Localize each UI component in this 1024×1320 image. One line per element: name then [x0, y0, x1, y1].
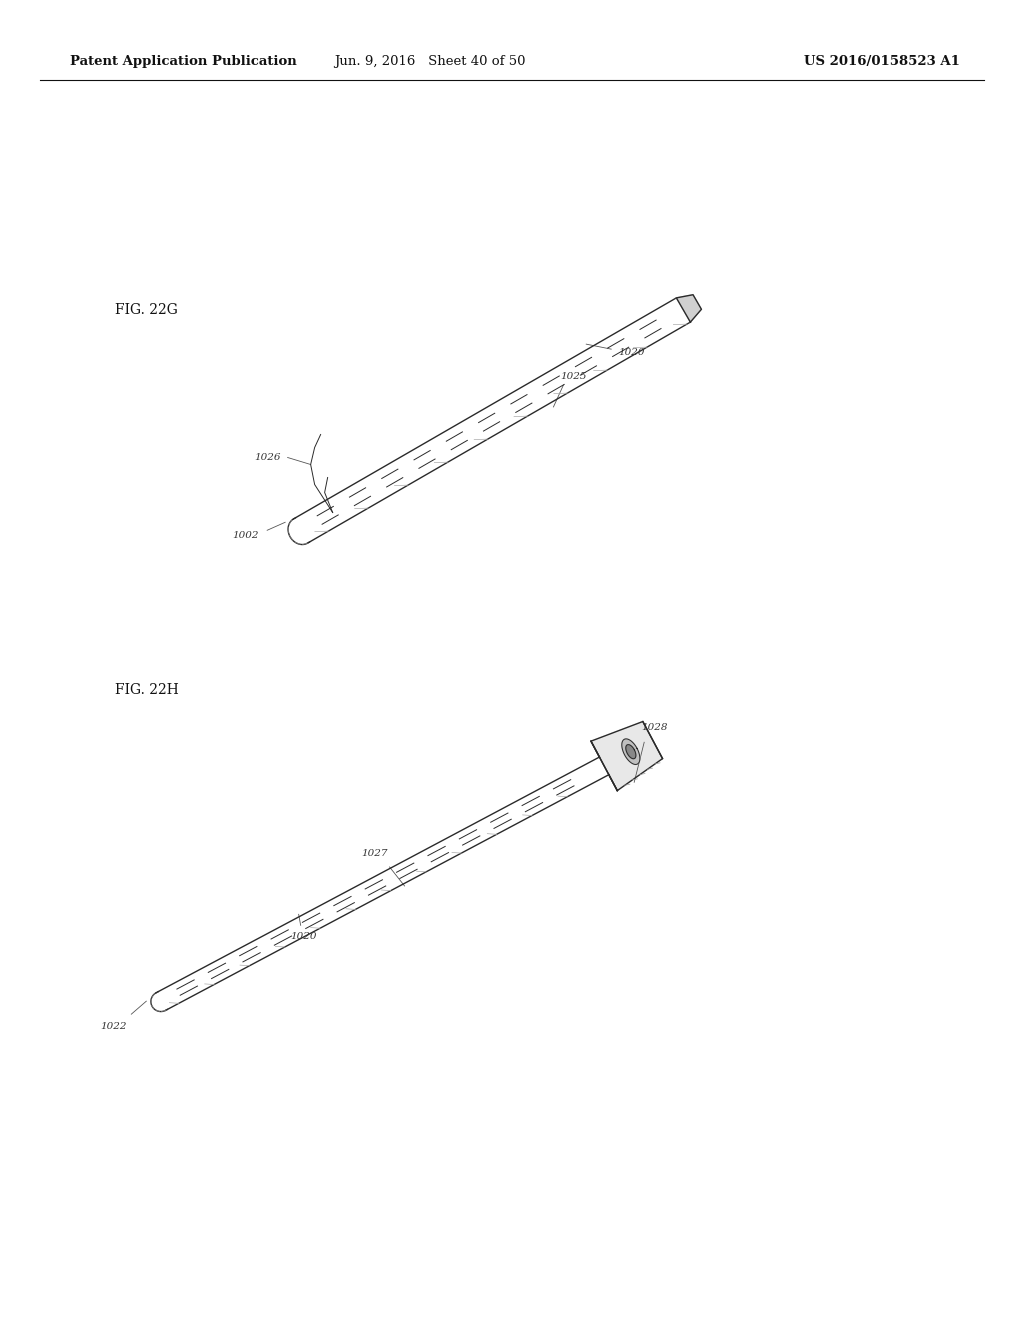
Text: Jun. 9, 2016   Sheet 40 of 50: Jun. 9, 2016 Sheet 40 of 50	[334, 55, 525, 69]
Polygon shape	[626, 744, 636, 759]
Polygon shape	[677, 294, 701, 322]
Text: 1022: 1022	[100, 1022, 127, 1031]
Polygon shape	[591, 722, 663, 791]
Text: 1026: 1026	[254, 453, 281, 462]
Text: 1025: 1025	[560, 372, 587, 381]
Text: 1020: 1020	[291, 932, 316, 941]
Text: US 2016/0158523 A1: US 2016/0158523 A1	[804, 55, 961, 69]
Text: FIG. 22G: FIG. 22G	[115, 304, 178, 317]
Text: 1027: 1027	[361, 850, 388, 858]
Text: 1020: 1020	[617, 347, 644, 356]
Polygon shape	[622, 739, 640, 764]
Text: FIG. 22H: FIG. 22H	[115, 682, 179, 697]
Text: 1002: 1002	[231, 531, 258, 540]
Text: 1028: 1028	[641, 723, 668, 731]
Text: Patent Application Publication: Patent Application Publication	[70, 55, 297, 69]
